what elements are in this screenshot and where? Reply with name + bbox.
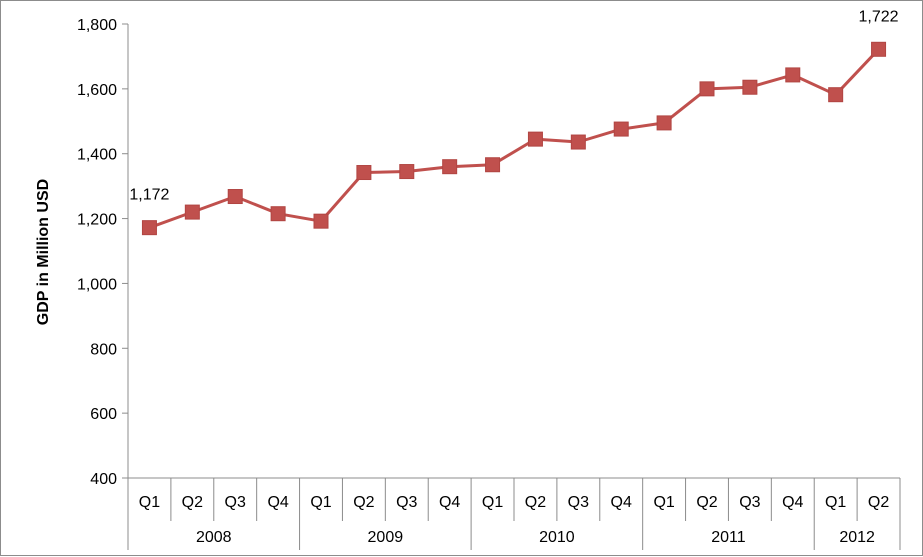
x-tick-label: Q1 — [310, 494, 331, 511]
data-point-marker — [656, 115, 672, 131]
series-line — [148, 48, 880, 230]
x-tick-label: Q1 — [825, 494, 846, 511]
x-tick-label: Q4 — [782, 494, 803, 511]
data-point-marker — [442, 159, 458, 175]
data-point-marker — [871, 41, 887, 57]
x-tick-label: Q2 — [353, 494, 374, 511]
data-label: 1,172 — [129, 187, 169, 204]
x-tick-label: Q1 — [482, 494, 503, 511]
data-point-marker — [184, 204, 200, 220]
x-tick-label: Q2 — [868, 494, 889, 511]
y-axis-title: GDP in Million USD — [35, 179, 52, 325]
x-group-label: 2010 — [539, 529, 575, 546]
y-tick-label: 1,400 — [77, 147, 117, 164]
x-tick-label: Q3 — [396, 494, 417, 511]
x-tick-label: Q1 — [653, 494, 674, 511]
data-point-marker — [485, 157, 501, 173]
data-point-marker — [227, 189, 243, 205]
data-point-marker — [313, 213, 329, 229]
x-tick-label: Q2 — [696, 494, 717, 511]
x-axis: Q1 Q2 Q3 Q4 Q1 Q2 Q3 Q4 Q1 Q2 Q3 Q4 Q1 Q2 Q3 Q4 Q1 Q2 2008… — [127, 477, 901, 550]
data-point-marker — [356, 165, 372, 181]
data-label: 1,722 — [859, 8, 899, 25]
y-tick-label: 800 — [90, 341, 117, 358]
y-tick-label: 1,600 — [77, 82, 117, 99]
x-group-label: 2008 — [196, 529, 232, 546]
x-tick-label: Q3 — [225, 494, 246, 511]
data-point-marker — [270, 206, 286, 222]
data-point-marker — [527, 131, 543, 147]
data-point-marker — [785, 67, 801, 83]
y-axis: 400 600 800 1,000 1,200 1,400 1,600 1,800 — [77, 17, 129, 488]
x-tick-label: Q2 — [525, 494, 546, 511]
data-point-marker — [570, 134, 586, 150]
data-point-marker — [141, 220, 157, 236]
x-tick-label: Q2 — [182, 494, 203, 511]
data-point-marker — [699, 81, 715, 97]
data-point-marker — [828, 87, 844, 103]
y-tick-label: 400 — [90, 471, 117, 488]
x-group-label: 2009 — [368, 529, 404, 546]
x-group-label: 2011 — [711, 529, 746, 546]
data-labels: 1,172 1,722 — [129, 8, 898, 203]
y-tick-label: 600 — [90, 406, 117, 423]
x-tick-label: Q4 — [267, 494, 288, 511]
data-point-marker — [742, 79, 758, 95]
y-tick-label: 1,800 — [77, 17, 117, 34]
data-point-marker — [399, 164, 415, 180]
x-tick-label: Q4 — [439, 494, 460, 511]
x-tick-label: Q1 — [139, 494, 160, 511]
x-group-label: 2012 — [839, 529, 875, 546]
data-point-marker — [613, 121, 629, 137]
series-gdp — [141, 41, 887, 236]
y-tick-label: 1,200 — [77, 212, 117, 229]
x-tick-label: Q4 — [611, 494, 632, 511]
x-tick-label: Q3 — [739, 494, 760, 511]
x-tick-label: Q3 — [568, 494, 589, 511]
y-tick-label: 1,000 — [77, 276, 117, 293]
